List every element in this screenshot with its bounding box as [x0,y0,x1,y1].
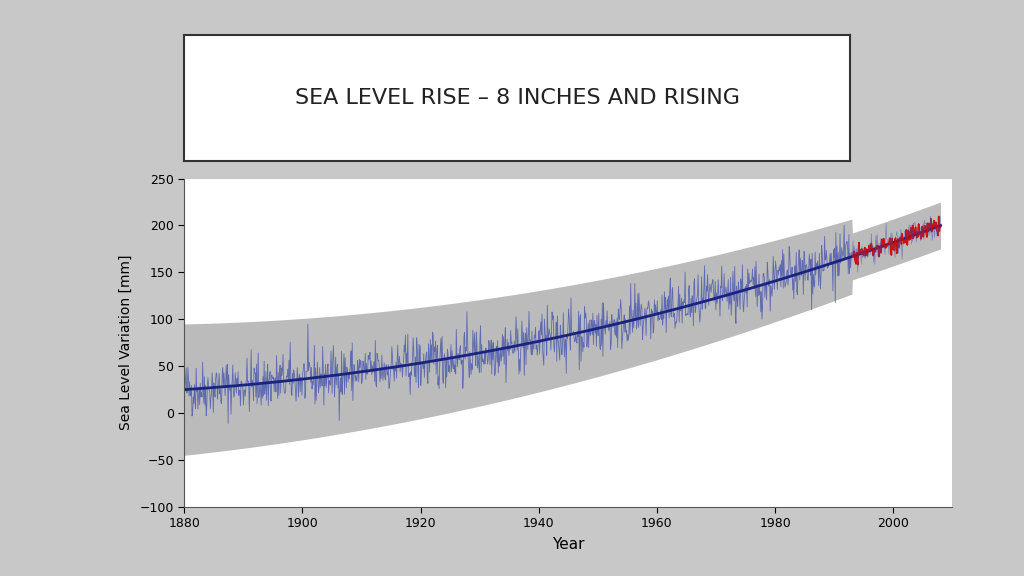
Text: SEA LEVEL RISE – 8 INCHES AND RISING: SEA LEVEL RISE – 8 INCHES AND RISING [295,88,739,108]
Y-axis label: Sea Level Variation [mm]: Sea Level Variation [mm] [119,255,132,430]
X-axis label: Year: Year [552,537,585,552]
